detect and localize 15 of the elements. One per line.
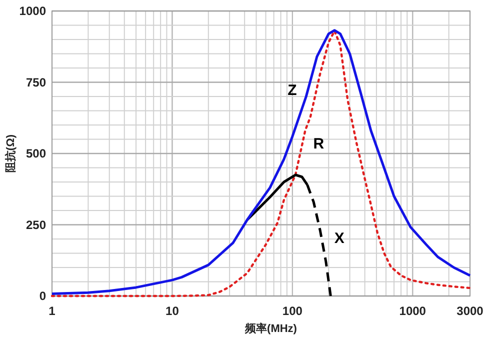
y-tick-label: 0	[39, 289, 46, 303]
x-tick-label: 1	[48, 304, 56, 318]
y-tick-label: 1000	[19, 4, 46, 18]
x-axis-title: 频率(MHz)	[244, 322, 298, 335]
series-label: X	[334, 230, 344, 248]
x-tick-label: 3000	[456, 304, 484, 318]
y-tick-label: 750	[26, 75, 46, 90]
y-tick-label: 500	[26, 146, 46, 160]
series-label: Z	[288, 82, 297, 99]
x-tick-label: 10	[166, 304, 180, 318]
x-tick-label: 100	[282, 304, 303, 318]
x-tick-label: 1000	[399, 304, 426, 318]
y-axis-title: 阻抗(Ω)	[4, 134, 17, 173]
series-label: R	[313, 135, 324, 152]
y-tick-label: 250	[26, 218, 46, 232]
